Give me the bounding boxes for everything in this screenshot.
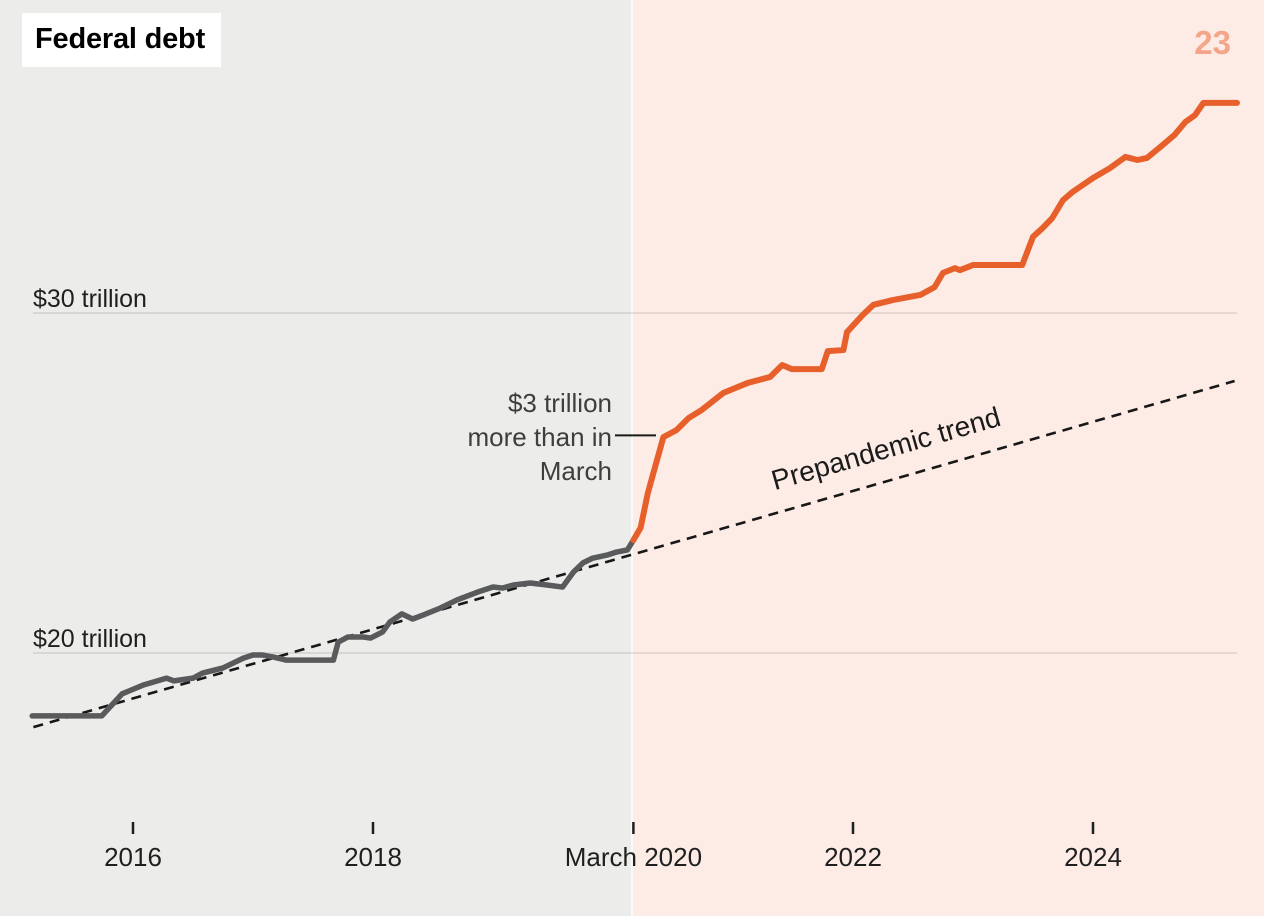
x-axis-label: 2016 [104, 842, 162, 872]
x-axis-label: 2022 [824, 842, 882, 872]
debt-line-pandemic [630, 99, 1240, 544]
trend-dashed-line [33, 379, 1235, 729]
chart-title: Federal debt [35, 23, 206, 55]
x-axis-label: March 2020 [564, 842, 703, 872]
y-axis-label: $30 trillion [33, 285, 147, 313]
debt-line-prepandemic [29, 537, 637, 719]
march-2020-divider [631, 0, 633, 916]
y-axis-label: $20 trillion [33, 625, 147, 653]
annotation-3-trillion-more: $3 trillion more than in March [467, 388, 612, 486]
pandemic-background [633, 0, 1264, 916]
x-axis-label: 2018 [344, 842, 402, 872]
prepandemic-background [0, 0, 633, 916]
chart-title-box: Federal debt [22, 13, 222, 67]
x-axis-label: 2024 [1064, 842, 1122, 872]
slide-number: 23 [1194, 24, 1231, 61]
